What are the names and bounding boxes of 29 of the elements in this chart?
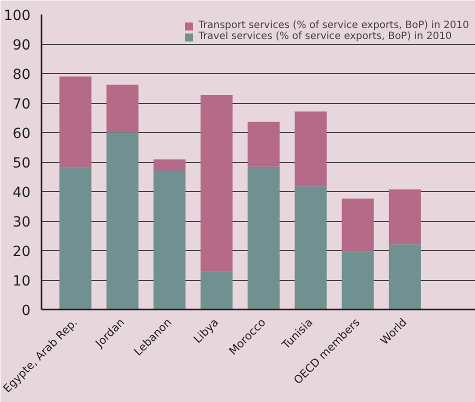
legend-label: Travel services (% of service exports, BoP) in 2010 <box>198 31 452 42</box>
y-tick-label: 100 <box>4 8 31 24</box>
bar <box>154 159 186 171</box>
bar <box>388 189 421 244</box>
bar <box>200 95 233 272</box>
bar <box>59 168 92 310</box>
bar <box>106 84 138 132</box>
bar <box>388 244 421 310</box>
legend-label: Transport services (% of service exports, BoP) in 2010 <box>198 20 469 31</box>
y-tick-label: 20 <box>12 244 31 260</box>
bar <box>248 166 280 310</box>
bar <box>248 122 280 167</box>
y-tick-label: 60 <box>12 126 31 142</box>
bar <box>342 251 374 310</box>
bar <box>342 198 374 252</box>
y-tick-label: 0 <box>22 303 31 319</box>
bar <box>154 170 186 310</box>
bar <box>294 186 327 310</box>
y-tick-label: 10 <box>12 274 31 290</box>
y-tick-label: 50 <box>12 156 31 172</box>
bar <box>106 132 138 310</box>
bar <box>59 76 92 168</box>
y-tick-label: 30 <box>12 214 31 230</box>
y-tick-label: 80 <box>12 67 31 83</box>
y-tick-label: 40 <box>12 185 31 201</box>
y-tick-label: 70 <box>12 96 31 112</box>
bar <box>294 112 327 186</box>
y-tick-label: 90 <box>12 38 31 54</box>
bar <box>200 271 233 310</box>
